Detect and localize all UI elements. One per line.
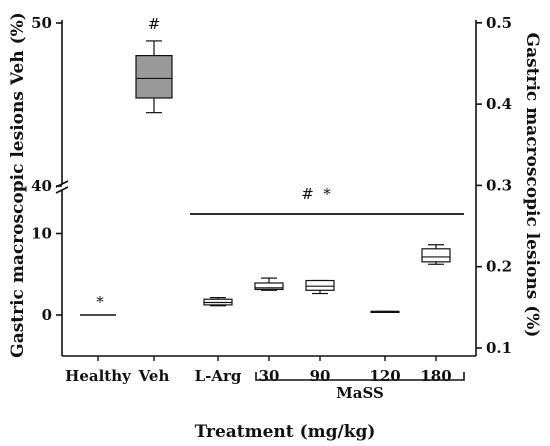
y-axis-right-title: Gastric macroscopic lesions (%) <box>522 33 542 338</box>
mass-group-label: MaSS <box>336 384 384 402</box>
y-right-tick-label: 0.3 <box>486 176 512 194</box>
y-left-tick-label: 50 <box>31 14 52 32</box>
category-label-90: 90 <box>310 367 331 385</box>
box-marker: # <box>148 15 161 33</box>
box-iqr <box>254 282 284 291</box>
y-right-tick-label: 0.4 <box>486 95 512 113</box>
mass-group-bracket <box>255 372 465 381</box>
y-axis-left-title: Gastric macroscopic lesions Veh (%) <box>8 12 28 358</box>
box-30 <box>254 277 284 291</box>
box-iqr <box>305 279 335 291</box>
axes <box>55 20 477 357</box>
y-left-tick-label: 10 <box>31 225 52 243</box>
category-label-120: 120 <box>369 367 400 385</box>
box-healthy: * <box>80 293 116 316</box>
box-120 <box>370 310 400 314</box>
category-label-180: 180 <box>420 367 451 385</box>
box-group: *# <box>80 15 451 316</box>
box-iqr <box>135 54 173 99</box>
box-l-arg <box>203 296 233 307</box>
y-right-tick-label: 0.1 <box>486 339 512 357</box>
category-label-healthy: Healthy <box>65 367 132 385</box>
box-iqr <box>421 248 451 263</box>
box-veh: # <box>135 15 173 114</box>
box-marker: * <box>96 293 104 311</box>
category-label-l-arg: L-Arg <box>195 367 242 385</box>
y-left-tick-label: 40 <box>31 177 52 195</box>
x-axis-title: Treatment (mg/kg) <box>195 422 376 442</box>
significance-bar-label: # * <box>301 185 331 203</box>
y-right-tick-label: 0.5 <box>486 14 512 32</box>
box-180 <box>421 244 451 265</box>
box-90 <box>305 279 335 295</box>
category-label-veh: Veh <box>138 367 170 385</box>
category-label-30: 30 <box>259 367 280 385</box>
y-right-tick-label: 0.2 <box>486 258 512 276</box>
y-left-tick-label: 0 <box>42 306 52 324</box>
tick-group: 40 50 0 10 0.1 0.2 0.3 0.4 0.5 <box>31 14 512 357</box>
